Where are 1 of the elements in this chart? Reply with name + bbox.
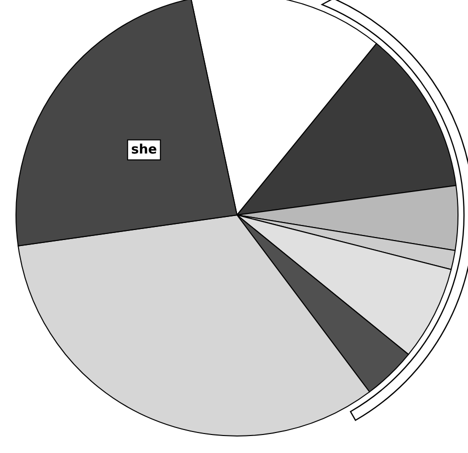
slice-label: she xyxy=(131,142,158,158)
